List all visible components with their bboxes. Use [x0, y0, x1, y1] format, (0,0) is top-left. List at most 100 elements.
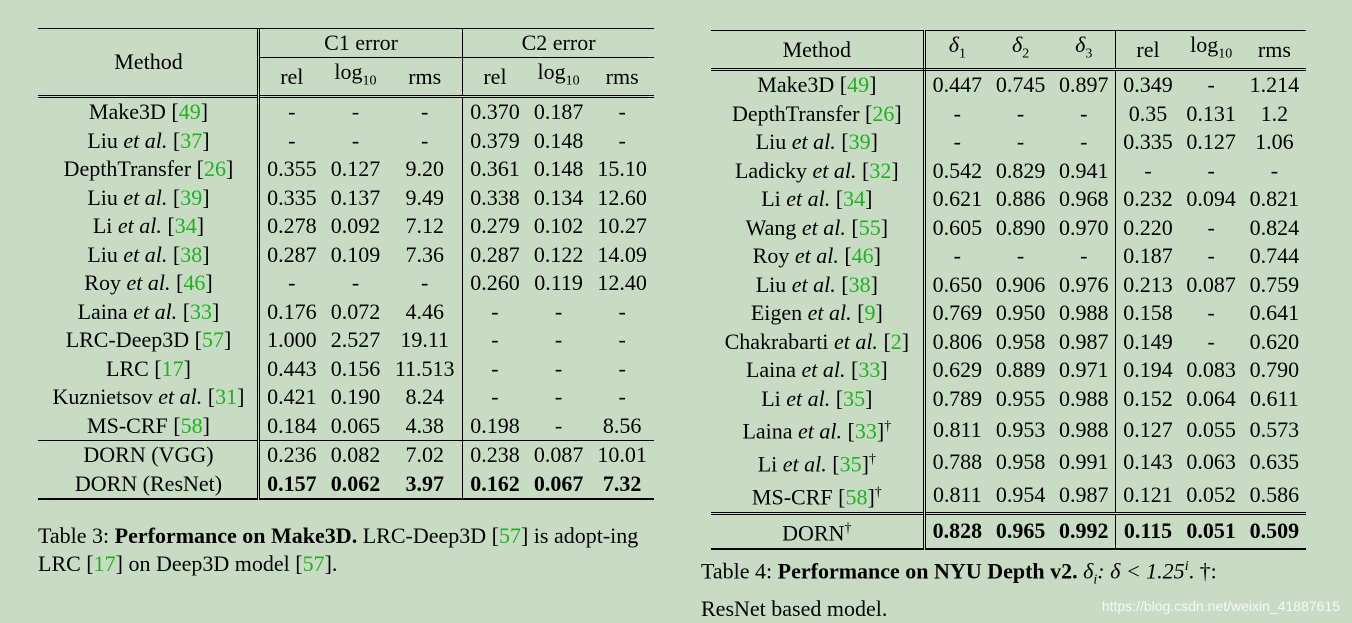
table-cell: 12.40: [597, 270, 647, 296]
method-name: Laina: [745, 357, 797, 383]
column-header: δ3: [1052, 29, 1117, 72]
table-cell: 0.094: [1186, 186, 1236, 212]
table-cell: -: [1207, 328, 1215, 354]
citation-link[interactable]: 49: [847, 72, 870, 98]
table-cell: -: [618, 327, 626, 353]
table-row: Li et al. [35]† 0.788 0.958 0.991 0.143 0.063…: [711, 446, 1306, 480]
method-name: Make3D: [757, 72, 835, 98]
table-cell: 0.102: [533, 213, 584, 239]
table-cell: 0.152: [1123, 385, 1173, 411]
table-cell: 0.370: [462, 95, 527, 127]
citation-link[interactable]: 35: [839, 451, 862, 477]
table-cell: 0.064: [1186, 385, 1236, 411]
citation-link[interactable]: 49: [178, 99, 201, 125]
group-header: C2 error: [521, 30, 596, 55]
citation-link[interactable]: 37: [180, 127, 203, 153]
table-cell: 0.992: [1052, 511, 1117, 550]
citation-link[interactable]: 57: [498, 523, 521, 548]
table-cell: -: [1016, 100, 1025, 126]
table-row: Eigen et al. [9] 0.769 0.950 0.988 0.158 - 0.6…: [711, 299, 1306, 328]
method-cell: Roy et al. [46]: [38, 269, 260, 298]
table-cell: 0.127: [330, 156, 381, 182]
table-cell: 14.09: [597, 241, 647, 267]
citation-link[interactable]: 39: [848, 129, 871, 155]
citation-link[interactable]: 33: [854, 418, 877, 444]
table-cell: -: [387, 126, 464, 156]
method-name: Roy: [752, 243, 790, 269]
table-cell: 0.119: [534, 270, 583, 296]
et-al: et al.: [801, 357, 846, 383]
table-cell: 1.214: [1249, 72, 1300, 98]
citation-link[interactable]: 58: [180, 412, 203, 438]
table-cell: 0.991: [1052, 446, 1117, 480]
citation-link[interactable]: 55: [858, 214, 881, 240]
table-cell: 0.176: [267, 298, 317, 324]
table-cell: 0.335: [267, 184, 317, 210]
citation-link[interactable]: 57: [302, 551, 325, 576]
table-cell: 0.115: [1115, 511, 1180, 550]
table-cell: -: [554, 327, 563, 353]
citation-link[interactable]: 31: [215, 384, 238, 410]
table-row: Li et al. [34] 0.278 0.092 7.12 0.279 0.102 10…: [38, 212, 654, 241]
method-name: Li: [761, 186, 781, 212]
table-cell: 0.965: [988, 511, 1053, 550]
method-cell: Ladicky et al. [32]: [711, 156, 926, 186]
citation-link[interactable]: 38: [180, 241, 203, 267]
citation-link[interactable]: 35: [843, 385, 866, 411]
table-cell: 0.063: [1186, 449, 1236, 475]
citation-link[interactable]: 17: [161, 355, 184, 381]
table-cell: 0.970: [1052, 213, 1117, 243]
table-cell: -: [1052, 242, 1117, 271]
citation-link[interactable]: 39: [180, 184, 203, 210]
method-name: Chakrabarti: [724, 328, 829, 354]
table-row-ours: DORN (ResNet) 0.157 0.062 3.97 0.162 0.067 7.3…: [38, 469, 654, 501]
table-cell: 0.083: [1186, 357, 1236, 383]
table-cell: 0.889: [995, 357, 1046, 383]
method-name: DORN (VGG): [38, 440, 260, 470]
table-cell: 0.184: [267, 412, 317, 438]
table-cell: 0.573: [1249, 416, 1300, 442]
method-cell: LRC-Deep3D [57]: [38, 326, 260, 355]
citation-link[interactable]: 26: [872, 100, 895, 126]
table-cell: 0.335: [1123, 129, 1173, 155]
table-cell: 0.828: [924, 511, 989, 550]
table-cell: 0.279: [470, 213, 520, 239]
table-row: Liu et al. [39] 0.335 0.137 9.49 0.338 0.134 1…: [38, 183, 654, 213]
table-row: Make3D [49] 0.447 0.745 0.897 0.349 - 1.214: [711, 69, 1306, 100]
column-header: δ1: [924, 29, 989, 72]
watermark: https://blog.csdn.net/weixin_41887615: [1101, 598, 1340, 614]
citation-link[interactable]: 32: [869, 157, 892, 183]
table-cell: 0.187: [526, 95, 591, 127]
dagger-mark: †: [844, 520, 852, 536]
method-cell: Make3D [49]: [38, 95, 260, 127]
table-row: Roy et al. [46] - - -0.260 0.119 12.40: [38, 269, 654, 298]
table-cell: 4.46: [387, 297, 464, 327]
table-cell: -: [323, 95, 388, 127]
method-cell: Li et al. [35]: [711, 384, 926, 414]
citation-link[interactable]: 33: [190, 298, 213, 324]
table-cell: 0.143: [1123, 449, 1173, 475]
citation-link[interactable]: 33: [858, 357, 881, 383]
table-cell: -: [953, 100, 961, 126]
citation-link[interactable]: 46: [183, 270, 206, 296]
citation-link[interactable]: 26: [203, 156, 226, 182]
citation-link[interactable]: 17: [93, 551, 116, 576]
table-cell: 0.759: [1249, 271, 1300, 297]
citation-link[interactable]: 34: [843, 186, 866, 212]
table-cell: 9.49: [387, 183, 464, 213]
citation-link[interactable]: 38: [848, 271, 871, 297]
et-al: et al.: [833, 328, 878, 354]
method-cell: Liu et al. [37]: [38, 126, 260, 156]
table-cell: -: [618, 127, 626, 153]
column-header: rms: [1242, 29, 1306, 72]
citation-link[interactable]: 57: [201, 327, 224, 353]
table-cell: 7.36: [387, 240, 464, 270]
citation-link[interactable]: 58: [845, 484, 868, 510]
citation-link[interactable]: 34: [174, 213, 197, 239]
citation-link[interactable]: 2: [890, 328, 902, 354]
table-row: Liu et al. [39] - - -0.335 0.127 1.06: [711, 128, 1306, 157]
citation-link[interactable]: 46: [851, 243, 874, 269]
method-cell: MS-CRF [58]†: [711, 479, 926, 514]
citation-link[interactable]: 9: [864, 300, 876, 326]
method-name: Liu: [755, 271, 787, 297]
